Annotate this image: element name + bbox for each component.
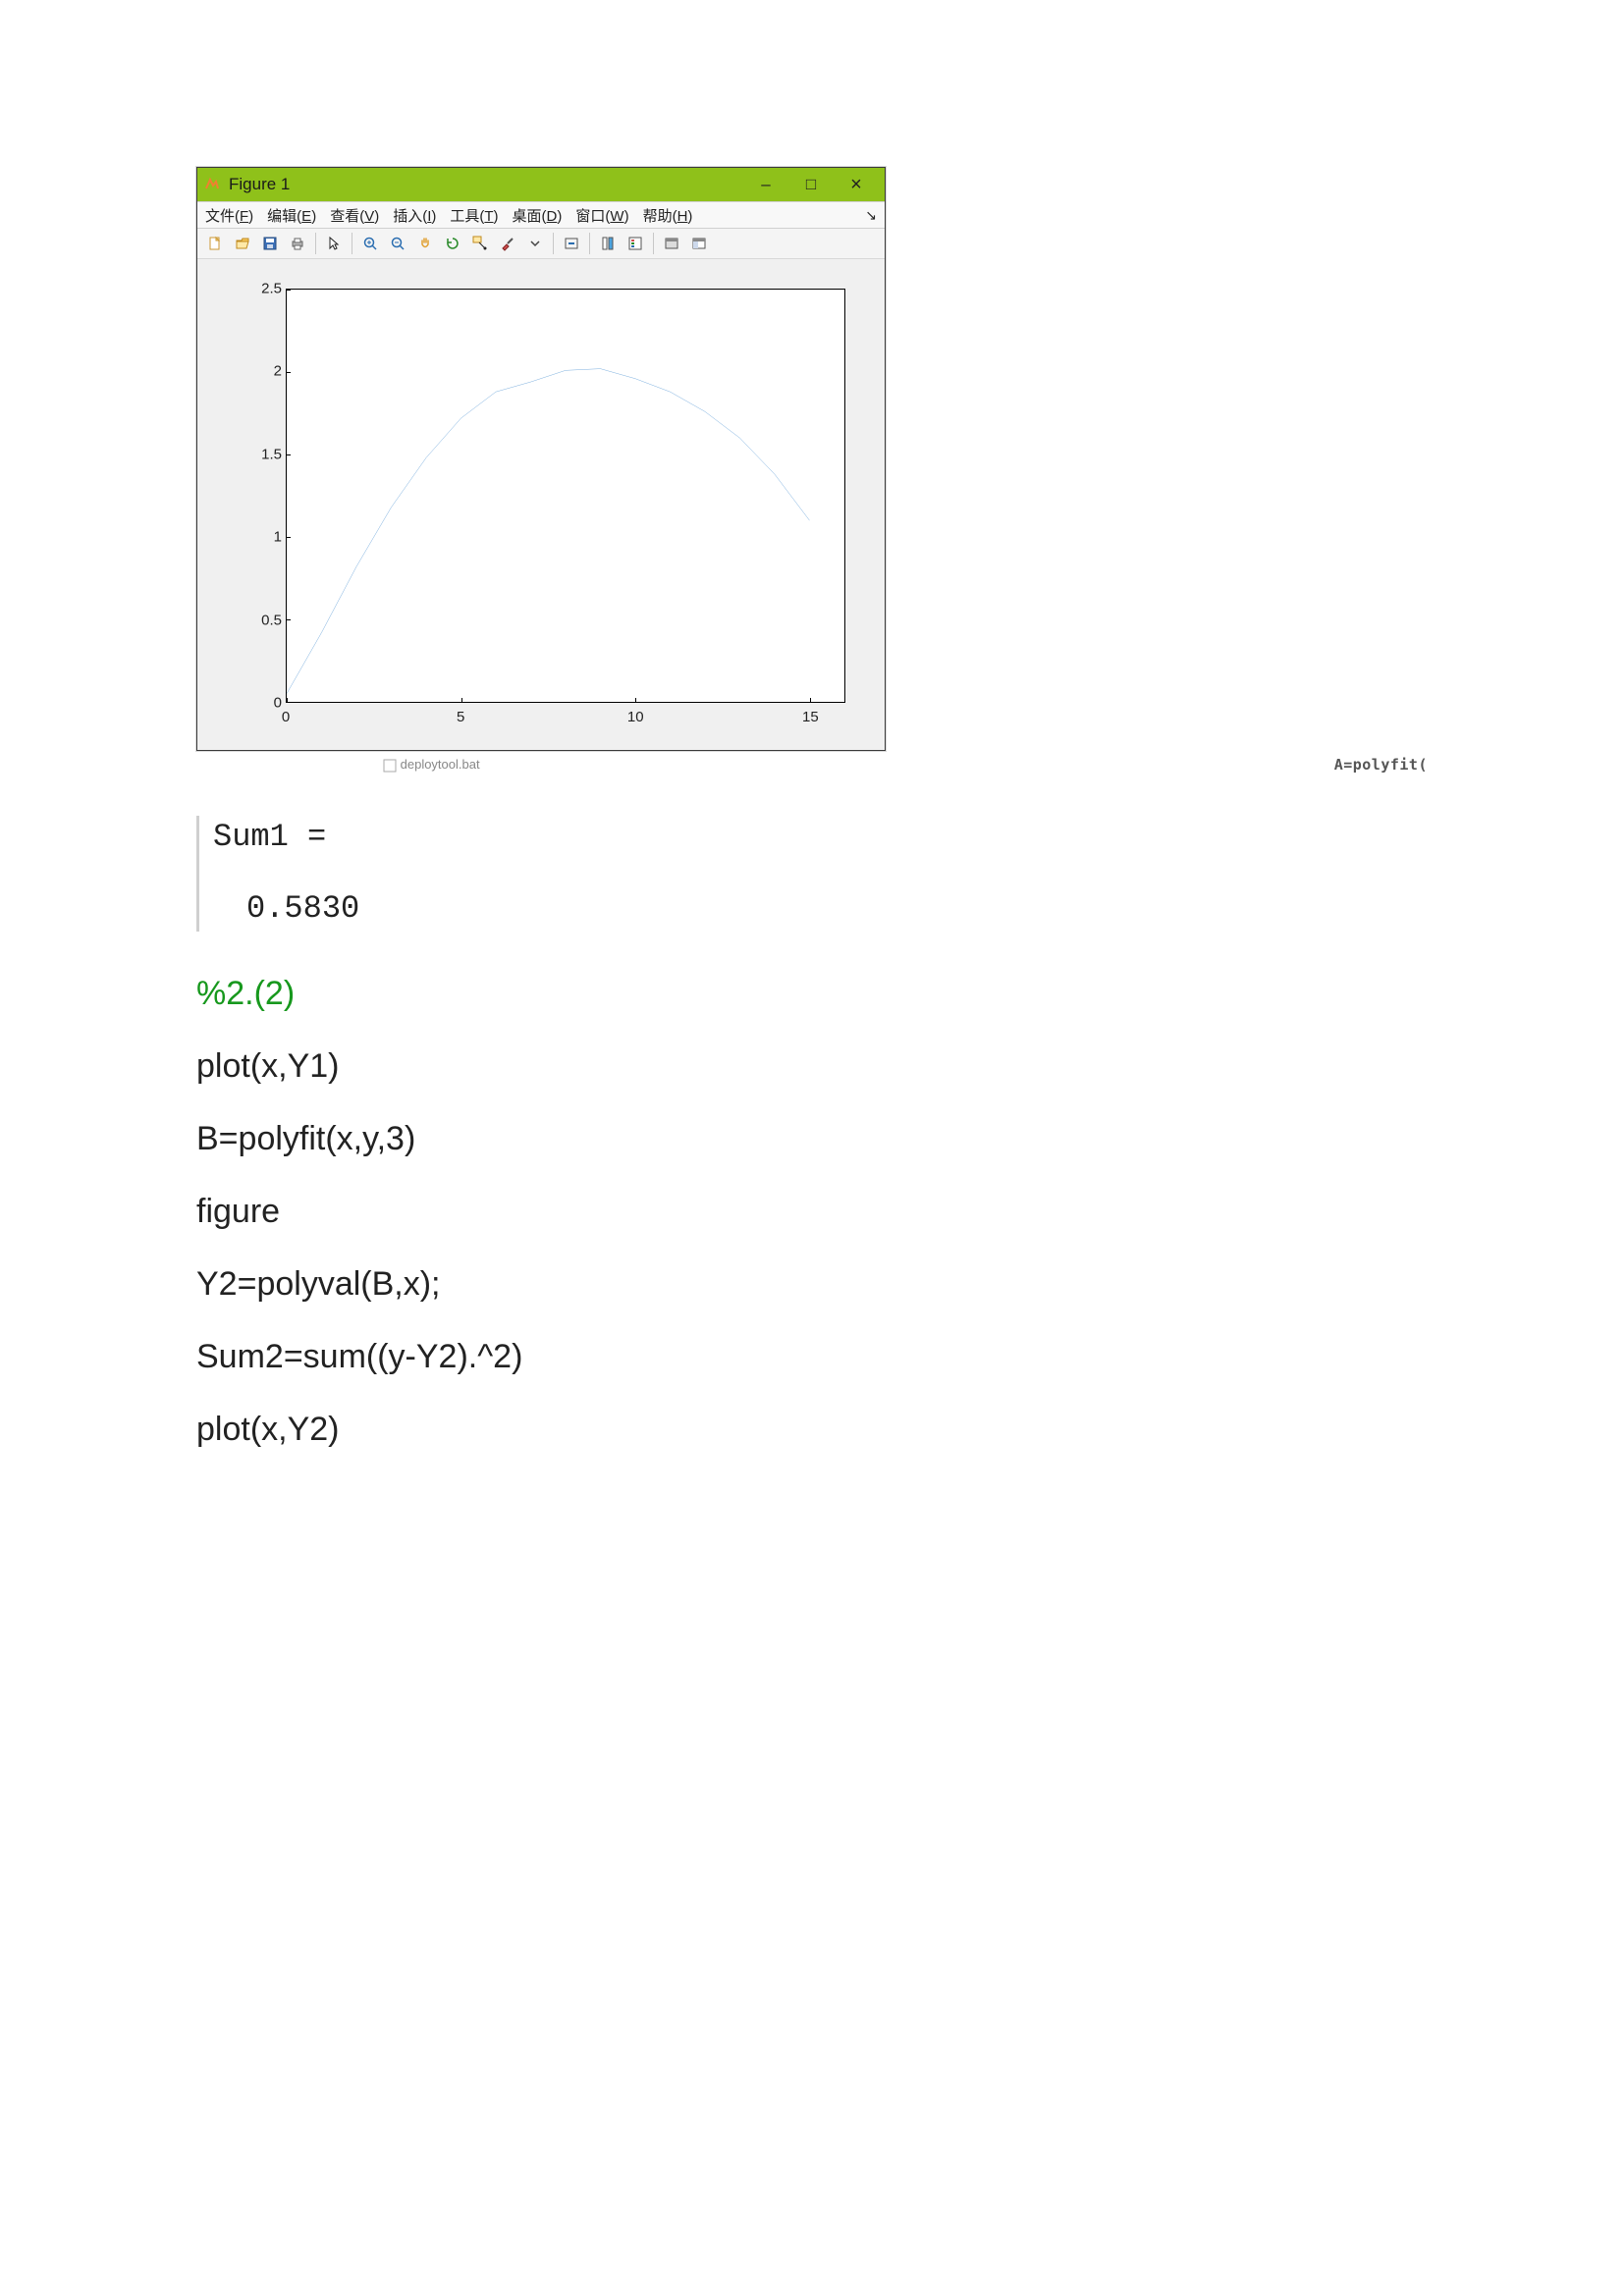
deploytool-text: deploytool.bat <box>383 757 480 773</box>
console-output: Sum1 = 0.5830 <box>196 816 1428 932</box>
y-tick-label: 0.5 <box>243 612 282 628</box>
dropdown-arrow-icon[interactable] <box>523 232 547 255</box>
menu-item[interactable]: 桌面(D) <box>513 205 563 226</box>
clipped-background <box>878 293 886 750</box>
y-tick-label: 2 <box>243 363 282 380</box>
code-line: figure <box>196 1195 1428 1228</box>
menubar-overflow-icon[interactable]: ↘ <box>865 207 877 224</box>
y-tick-label: 2.5 <box>243 281 282 297</box>
open-file-icon[interactable] <box>231 232 254 255</box>
output-value: 0.5830 <box>213 887 1428 932</box>
insert-legend-icon[interactable] <box>623 232 647 255</box>
new-file-icon[interactable] <box>203 232 227 255</box>
y-tick-label: 1.5 <box>243 446 282 462</box>
pan-icon[interactable] <box>413 232 437 255</box>
bottom-strip: deploytool.bat A=polyfit( <box>196 753 1428 776</box>
menu-item[interactable]: 帮助(H) <box>643 205 693 226</box>
code-line: plot(x,Y2) <box>196 1413 1428 1446</box>
code-line: Sum2=sum((y-Y2).^2) <box>196 1340 1428 1373</box>
toolbar-separator <box>653 233 654 254</box>
code-line: Y2=polyval(B,x); <box>196 1267 1428 1301</box>
titlebar[interactable]: Figure 1 – □ × <box>197 168 885 201</box>
y-tick-label: 1 <box>243 529 282 546</box>
code-line: plot(x,Y1) <box>196 1049 1428 1083</box>
zoom-out-icon[interactable] <box>386 232 409 255</box>
x-tick-label: 15 <box>802 709 819 725</box>
x-tick-label: 0 <box>282 709 290 725</box>
hide-plot-tools-icon[interactable] <box>660 232 683 255</box>
show-plot-tools-icon[interactable] <box>687 232 711 255</box>
toolbar-separator <box>315 233 316 254</box>
window-title: Figure 1 <box>229 175 743 194</box>
link-icon[interactable] <box>560 232 583 255</box>
print-icon[interactable] <box>286 232 309 255</box>
code-comment: %2.(2) <box>196 977 1428 1010</box>
menu-item[interactable]: 查看(V) <box>330 205 379 226</box>
close-button[interactable]: × <box>834 168 879 201</box>
menubar: 文件(F) 编辑(E) 查看(V) 插入(I) 工具(T) 桌面(D) 窗口(W) 帮助(H)… <box>197 201 885 229</box>
data-cursor-icon[interactable] <box>468 232 492 255</box>
menu-item[interactable]: 工具(T) <box>450 205 498 226</box>
menu-item[interactable]: 文件(F) <box>205 205 253 226</box>
save-icon[interactable] <box>258 232 282 255</box>
output-varname: Sum1 = <box>213 816 1428 860</box>
toolbar-separator <box>589 233 590 254</box>
menu-item[interactable]: 插入(I) <box>393 205 436 226</box>
maximize-button[interactable]: □ <box>788 168 834 201</box>
figure-canvas: 00.511.522.5 051015 <box>197 259 885 750</box>
page: Figure 1 – □ × 文件(F) 编辑(E) 查看(V) 插入(I) 工具(T)… <box>0 0 1624 2296</box>
x-tick-label: 10 <box>627 709 644 725</box>
menu-item[interactable]: 窗口(W) <box>575 205 628 226</box>
code-block: %2.(2) plot(x,Y1) B=polyfit(x,y,3) figure Y2… <box>196 977 1428 1446</box>
app-icon <box>203 176 221 193</box>
y-tick-labels: 00.511.522.5 <box>248 289 282 703</box>
insert-colorbar-icon[interactable] <box>596 232 620 255</box>
axes <box>286 289 845 703</box>
x-tick-label: 5 <box>457 709 464 725</box>
rotate-icon[interactable] <box>441 232 464 255</box>
pointer-icon[interactable] <box>322 232 346 255</box>
line-plot <box>287 290 844 702</box>
minimize-button[interactable]: – <box>743 168 788 201</box>
y-tick-label: 0 <box>243 695 282 712</box>
x-tick-labels: 051015 <box>286 709 845 728</box>
figure-window: Figure 1 – □ × 文件(F) 编辑(E) 查看(V) 插入(I) 工具(T)… <box>196 167 886 751</box>
code-line: B=polyfit(x,y,3) <box>196 1122 1428 1155</box>
toolbar-separator <box>553 233 554 254</box>
menu-item[interactable]: 编辑(E) <box>267 205 316 226</box>
clipped-code-text: A=polyfit( <box>1334 756 1428 774</box>
brush-icon[interactable] <box>496 232 519 255</box>
zoom-in-icon[interactable] <box>358 232 382 255</box>
toolbar <box>197 229 885 259</box>
